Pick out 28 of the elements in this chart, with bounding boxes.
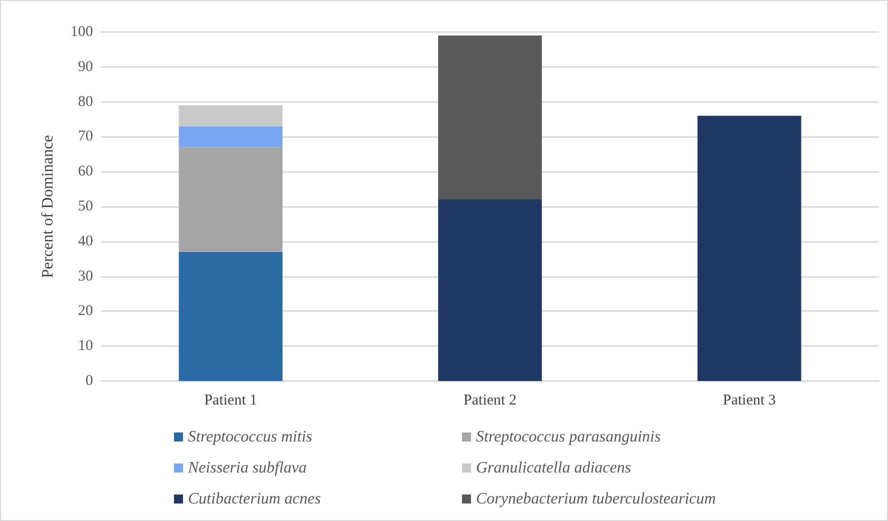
y-tick-label: 60 [78,164,93,180]
y-tick-label: 50 [78,198,93,214]
bar [178,147,283,252]
y-tick-label: 80 [78,94,93,110]
legend-label: Corynebacterium tuberculostearicum [476,490,716,508]
legend-label: Streptococcus parasanguinis [476,428,661,446]
bar [178,252,283,381]
y-tick-label: 100 [70,24,93,40]
legend-label: Streptococcus mitis [188,428,312,446]
bar [438,35,542,200]
bar [697,116,802,381]
y-tick-label: 40 [78,233,93,250]
legend-label: Neisseria subflava [187,460,307,476]
y-tick-label: 0 [86,373,93,389]
y-tick-label: 90 [78,58,93,75]
y-axis-title: Percent of Dominance [40,134,56,278]
bar [438,200,542,381]
y-tick-label: 20 [78,303,93,320]
x-tick-label: Patient 2 [464,392,516,408]
bar [178,105,283,126]
legend-label: Cutibacterium acnes [188,490,321,508]
y-tick-label: 10 [78,338,93,354]
x-tick-label: Patient 1 [204,392,258,408]
y-tick-label: 70 [78,128,93,145]
legend-label: Granulicatella adiacens [476,460,632,476]
y-tick-label: 30 [78,268,93,284]
bar [178,126,283,148]
x-tick-label: Patient 3 [722,392,776,408]
